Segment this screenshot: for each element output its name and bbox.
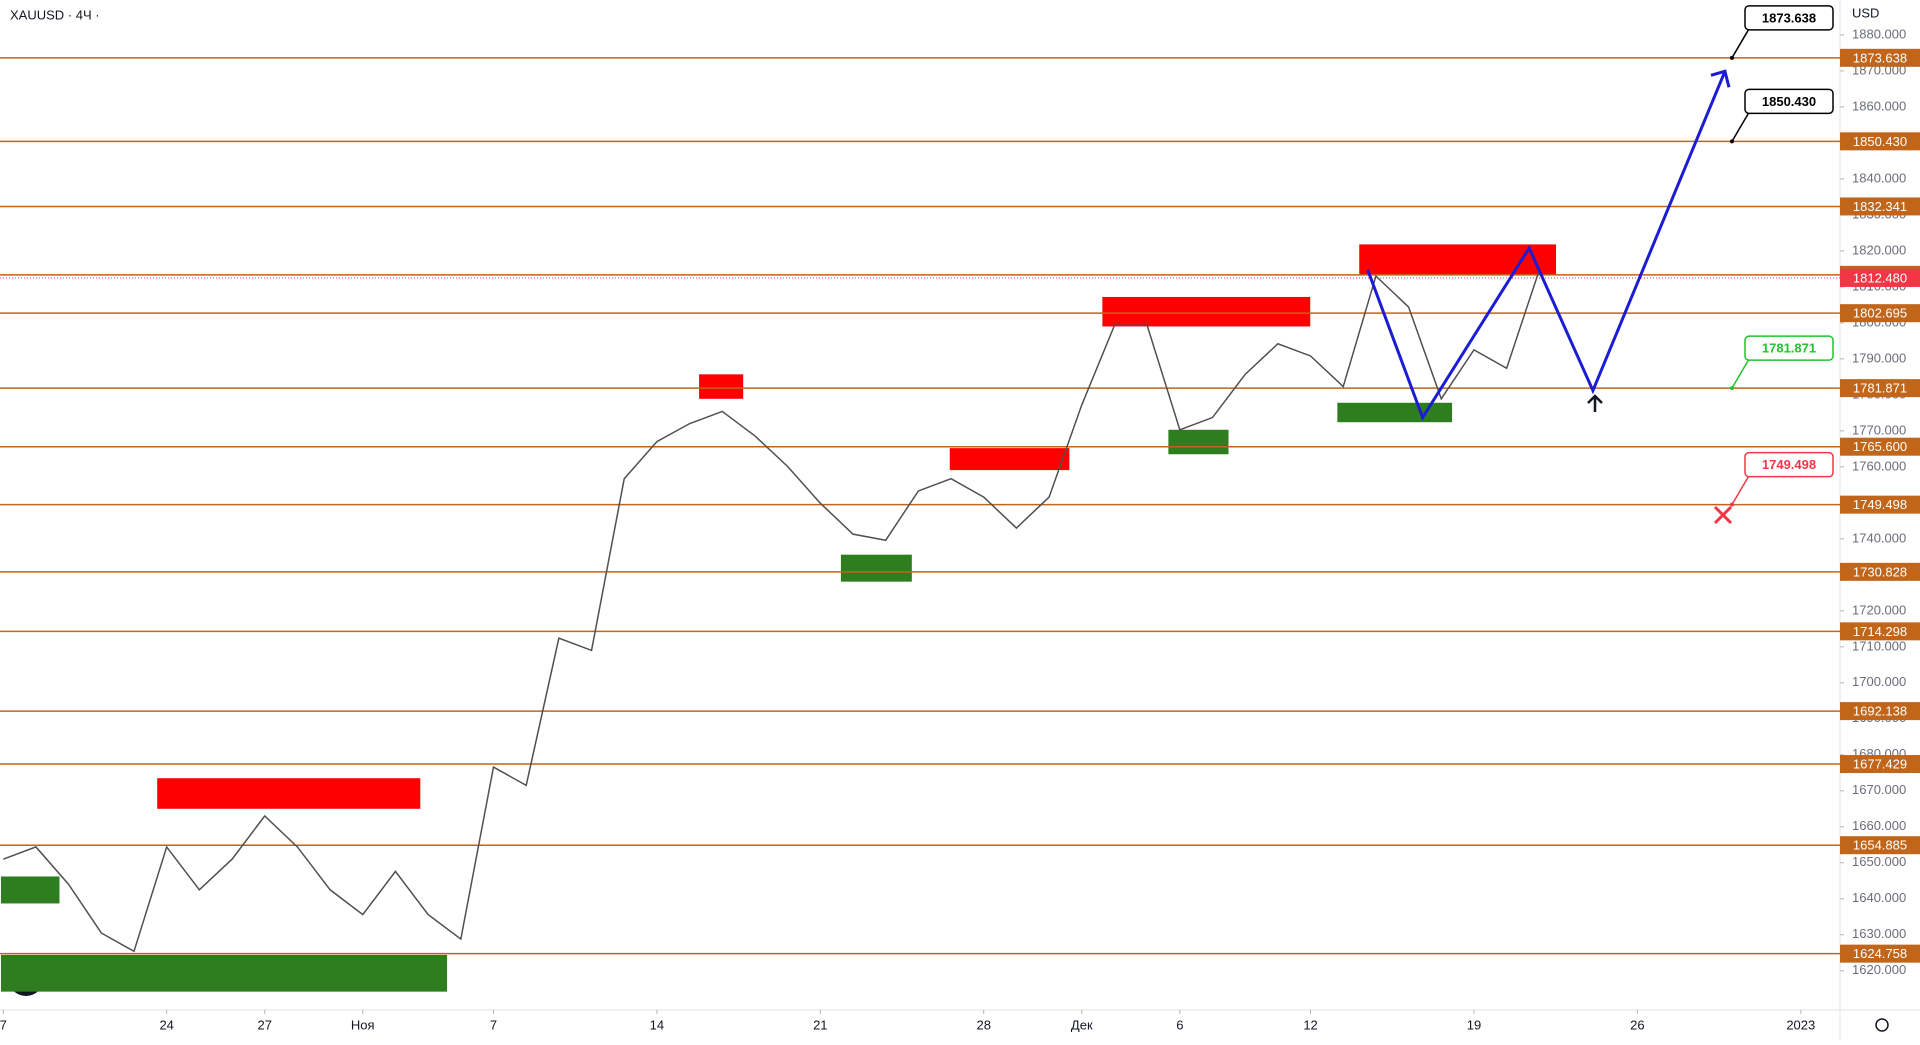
level-tag xyxy=(1840,48,1920,67)
level-tag xyxy=(1840,495,1920,514)
level-tag xyxy=(1840,197,1920,216)
demand-zone xyxy=(840,554,912,582)
y-tick-label: 1770.000 xyxy=(1852,422,1906,437)
x-tick-label: 12 xyxy=(1303,1017,1317,1032)
level-label: 1749.498 xyxy=(1853,497,1907,512)
y-tick-label: 1840.000 xyxy=(1852,170,1906,185)
x-tick-label: 26 xyxy=(1630,1017,1644,1032)
x-tick-label: 7 xyxy=(0,1017,7,1032)
callout-dot xyxy=(1730,55,1734,60)
callout-box xyxy=(1744,335,1834,361)
level-tag xyxy=(1840,836,1920,855)
y-tick-label: 1760.000 xyxy=(1852,458,1906,473)
y-tick-label: 1700.000 xyxy=(1852,674,1906,689)
level-tag xyxy=(1840,755,1920,774)
supply-zone xyxy=(699,374,744,399)
y-tick-label: 1670.000 xyxy=(1852,782,1906,797)
level-tag xyxy=(1840,702,1920,721)
callout-dot xyxy=(1730,139,1734,144)
projection-arrowhead xyxy=(1710,69,1731,88)
level-label: 1832.341 xyxy=(1853,199,1907,214)
level-label: 1802.695 xyxy=(1853,306,1907,321)
callout-box xyxy=(1744,451,1834,478)
level-label: 1654.885 xyxy=(1853,838,1907,853)
level-label: 1677.429 xyxy=(1853,756,1907,771)
x-tick-label: 19 xyxy=(1467,1017,1481,1032)
x-tick-label: 28 xyxy=(976,1017,990,1032)
settings-icon[interactable] xyxy=(1875,1018,1889,1032)
x-tick-label: 27 xyxy=(257,1017,271,1032)
level-tag xyxy=(1840,132,1920,151)
y-tick-label: 1880.000 xyxy=(1852,26,1906,41)
level-tag xyxy=(1840,622,1920,641)
level-label: 1781.871 xyxy=(1853,381,1907,396)
y-tick-label: 1710.000 xyxy=(1852,638,1906,653)
projection-path xyxy=(1366,70,1727,421)
x-tick-label: 24 xyxy=(159,1017,173,1032)
x-tick-label: Дек xyxy=(1071,1017,1093,1032)
callout-label: 1873.638 xyxy=(1762,10,1816,25)
y-tick-label: 1860.000 xyxy=(1852,98,1906,113)
x-tick-label: 14 xyxy=(650,1017,664,1032)
currency[interactable]: USD xyxy=(1852,5,1879,20)
demand-zone xyxy=(0,954,448,992)
x-tick-label: Ноя xyxy=(351,1017,375,1032)
demand-zone xyxy=(0,876,60,904)
x-tick-label: 2023 xyxy=(1786,1017,1815,1032)
level-tag xyxy=(1840,304,1920,323)
callout-label: 1781.871 xyxy=(1762,341,1816,356)
demand-zone xyxy=(1168,429,1229,455)
supply-zone xyxy=(157,778,421,809)
level-tag xyxy=(1840,437,1920,456)
y-tick-label: 1620.000 xyxy=(1852,962,1906,977)
last-price-tag xyxy=(1840,268,1920,287)
supply-zone xyxy=(1359,244,1556,275)
y-tick-label: 1790.000 xyxy=(1852,350,1906,365)
x-tick-label: 7 xyxy=(490,1017,497,1032)
symbol-title[interactable]: XAUUSD · 4Ч · xyxy=(10,7,100,22)
level-tag xyxy=(1840,944,1920,963)
level-label: 1873.638 xyxy=(1853,50,1907,65)
y-tick-label: 1640.000 xyxy=(1852,890,1906,905)
callout-dot xyxy=(1730,502,1734,507)
y-tick-label: 1630.000 xyxy=(1852,926,1906,941)
y-tick-label: 1740.000 xyxy=(1852,530,1906,545)
level-label: 1714.298 xyxy=(1853,624,1907,639)
y-tick-label: 1650.000 xyxy=(1852,854,1906,869)
callout-pointer xyxy=(1731,358,1750,389)
level-label: 1624.758 xyxy=(1853,946,1907,961)
level-tag xyxy=(1840,562,1920,581)
callout-label: 1749.498 xyxy=(1762,457,1816,472)
callout-label: 1850.430 xyxy=(1762,94,1816,109)
callout-pointer xyxy=(1731,475,1750,506)
plot-area xyxy=(0,57,1840,992)
demand-zone xyxy=(1337,402,1453,423)
level-label: 1850.430 xyxy=(1853,134,1907,149)
supply-zone xyxy=(1102,296,1311,327)
price-axis xyxy=(1840,0,1920,1040)
x-tick-label: 6 xyxy=(1176,1017,1183,1032)
callout-box xyxy=(1744,88,1834,115)
entry-arrow xyxy=(1587,394,1603,412)
level-tag xyxy=(1840,379,1920,398)
y-tick-label: 1660.000 xyxy=(1852,818,1906,833)
y-tick-label: 1820.000 xyxy=(1852,242,1906,257)
callout-box xyxy=(1744,5,1834,31)
level-label: 1692.138 xyxy=(1853,704,1907,719)
callout-pointer xyxy=(1731,111,1750,142)
y-tick-label: 1720.000 xyxy=(1852,602,1906,617)
callout-dot xyxy=(1730,386,1734,391)
supply-zone xyxy=(949,448,1070,471)
level-label: 1730.828 xyxy=(1853,564,1907,579)
x-tick-label: 21 xyxy=(813,1017,827,1032)
price-line xyxy=(3,269,1541,953)
callout-pointer xyxy=(1731,28,1750,59)
stop-marker xyxy=(1713,505,1733,525)
last-price-label: 1812.480 xyxy=(1853,270,1907,285)
level-label: 1765.600 xyxy=(1853,439,1907,454)
